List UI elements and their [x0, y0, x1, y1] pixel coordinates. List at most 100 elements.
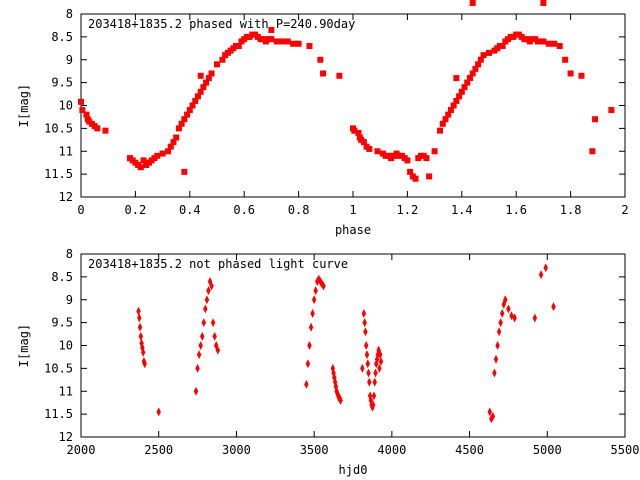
data-point: [165, 148, 172, 155]
data-point: [196, 350, 202, 360]
data-points: [78, 0, 615, 182]
data-point: [305, 359, 311, 369]
data-point: [592, 116, 599, 123]
data-point: [589, 148, 596, 155]
data-point: [450, 102, 457, 109]
data-point: [545, 40, 552, 47]
data-point: [212, 331, 217, 341]
x-tick-label: 0.2: [125, 203, 147, 217]
x-tick-label: 0.8: [288, 203, 310, 217]
data-point: [442, 116, 449, 123]
y-tick-label: 10: [59, 99, 73, 113]
data-point: [464, 79, 471, 86]
data-point: [290, 40, 297, 47]
data-point: [608, 107, 615, 114]
data-point: [181, 116, 188, 123]
data-point: [173, 134, 180, 141]
data-point: [498, 318, 503, 328]
data-point: [578, 72, 585, 79]
data-point: [295, 40, 302, 47]
data-point: [487, 407, 492, 417]
y-tick-label: 8.5: [51, 30, 73, 44]
data-point: [308, 322, 314, 332]
data-point: [412, 175, 419, 182]
data-point: [219, 56, 226, 63]
y-tick-label: 10: [59, 339, 73, 353]
data-point: [159, 150, 166, 157]
data-point: [338, 395, 343, 405]
plot-frame: [80, 253, 626, 438]
y-tick-label: 8: [66, 247, 73, 261]
data-point: [499, 43, 506, 50]
data-point: [363, 327, 368, 337]
data-point: [373, 368, 378, 378]
y-tick-label: 12: [59, 190, 73, 204]
data-point: [365, 359, 370, 369]
data-point: [175, 125, 182, 132]
data-point: [189, 102, 196, 109]
data-point: [472, 65, 479, 72]
data-point: [181, 168, 188, 175]
chart-title: 203418+1835.2 not phased light curve: [88, 257, 348, 271]
data-point: [362, 318, 367, 328]
data-point: [206, 286, 211, 296]
y-tick-label: 12: [59, 430, 73, 444]
data-point: [140, 347, 146, 357]
data-point: [268, 27, 275, 34]
data-point: [203, 304, 208, 314]
x-tick-label: 3000: [222, 443, 251, 457]
data-point: [461, 84, 468, 91]
y-tick-label: 11.5: [44, 167, 73, 181]
data-point: [506, 304, 511, 314]
data-point: [360, 139, 367, 146]
data-point: [493, 354, 499, 364]
y-tick-label: 10.5: [44, 361, 73, 375]
data-point: [540, 38, 547, 45]
data-point: [194, 93, 201, 100]
data-point: [204, 295, 210, 305]
data-point: [208, 70, 215, 77]
data-point: [137, 313, 142, 323]
x-tick-label: 1.8: [560, 203, 582, 217]
x-tick-label: 0.6: [233, 203, 255, 217]
y-tick-label: 11: [59, 144, 73, 158]
data-point: [445, 111, 452, 118]
data-point: [360, 363, 365, 373]
x-tick-label: 5500: [611, 443, 640, 457]
data-point: [94, 125, 101, 132]
data-point: [509, 311, 514, 321]
data-point: [361, 308, 367, 318]
data-point: [475, 61, 482, 68]
data-point: [317, 56, 324, 63]
data-point: [136, 306, 141, 316]
data-point: [540, 0, 547, 6]
data-point: [466, 75, 473, 82]
y-tick-label: 11: [59, 384, 73, 398]
data-point: [154, 152, 161, 159]
data-point: [203, 79, 210, 86]
data-point: [556, 43, 563, 50]
x-tick-label: 0: [77, 203, 84, 217]
data-point: [355, 129, 362, 136]
data-point: [378, 350, 383, 360]
data-point: [366, 145, 373, 152]
data-point: [426, 173, 433, 180]
data-point: [364, 350, 370, 360]
data-point: [195, 363, 200, 373]
data-point: [197, 72, 204, 79]
data-point: [500, 308, 505, 318]
chart-title: 203418+1835.2 phased with P=240.90day: [88, 17, 355, 31]
data-point: [321, 281, 326, 291]
data-point: [562, 56, 569, 63]
data-point: [453, 97, 460, 104]
data-point: [364, 341, 369, 350]
raw-light-curve-panel: 2000 2500 3000 3500 4000 4500 5000 5500 8 8.5 9 9.5…: [17, 247, 639, 477]
y-tick-label: 9.5: [51, 76, 73, 90]
data-point: [284, 38, 291, 45]
data-point: [371, 391, 377, 401]
data-point: [140, 157, 147, 164]
data-point: [102, 127, 109, 134]
phased-light-curve-panel: 0 0.2 0.4 0.6 0.8 1 1.2 1.4 1.6 1.8 2 8 8.5 9 9.5 10 10.…: [17, 0, 629, 237]
data-point: [377, 363, 382, 373]
